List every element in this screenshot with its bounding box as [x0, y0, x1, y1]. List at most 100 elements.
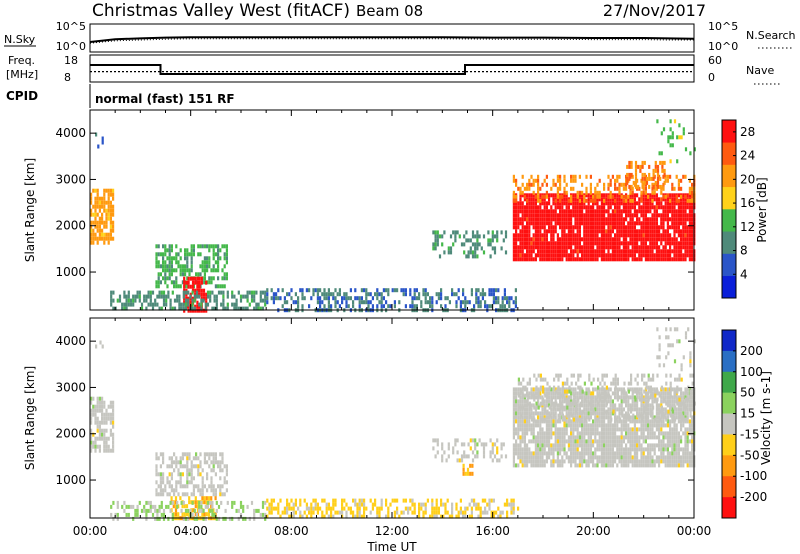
velocity-cell	[204, 516, 207, 521]
power-cell	[578, 198, 581, 203]
power-cell	[121, 302, 124, 307]
power-cell	[225, 260, 228, 265]
power-cell	[636, 241, 639, 246]
power-cell	[669, 225, 672, 230]
power-cell	[255, 302, 258, 307]
power-cell	[658, 201, 661, 206]
power-cell	[638, 237, 641, 242]
velocity-cell	[186, 476, 189, 481]
power-cell	[581, 257, 584, 262]
power-cell	[655, 201, 658, 206]
velocity-cell	[561, 455, 564, 460]
power-cell	[103, 240, 106, 245]
power-cell	[629, 198, 632, 203]
power-cell	[565, 257, 568, 262]
power-cell	[596, 233, 599, 238]
velocity-cell	[484, 510, 487, 515]
velocity-cell	[515, 431, 518, 436]
power-cell	[118, 298, 122, 303]
velocity-cell	[583, 435, 586, 440]
power-cell	[495, 296, 498, 301]
velocity-cell	[675, 459, 678, 464]
velocity-cell	[512, 423, 515, 428]
velocity-cell	[491, 458, 494, 463]
power-cell	[633, 209, 636, 214]
velocity-cell	[576, 423, 579, 428]
velocity-cell	[570, 427, 573, 432]
velocity-cell	[279, 498, 282, 503]
power-cell	[550, 205, 553, 210]
power-cell	[662, 233, 665, 238]
velocity-cell	[201, 512, 204, 517]
power-cell	[556, 178, 559, 183]
power-cell	[675, 245, 678, 250]
velocity-cell	[552, 443, 555, 448]
velocity-cell	[611, 427, 614, 432]
power-cell	[183, 308, 186, 313]
power-cell	[226, 294, 229, 299]
power-cell	[653, 193, 656, 198]
velocity-cell	[198, 508, 201, 513]
power-cell	[246, 298, 249, 303]
velocity-cell	[675, 463, 678, 468]
velocity-cell	[184, 484, 187, 489]
power-cell	[673, 197, 676, 202]
velocity-cell	[629, 451, 632, 456]
velocity-cell	[640, 403, 643, 408]
power-cell	[94, 200, 97, 205]
power-cell	[574, 245, 577, 250]
power-cell	[552, 233, 555, 238]
velocity-cell	[183, 512, 186, 517]
velocity-cell	[671, 463, 674, 468]
power-cell	[223, 256, 226, 261]
velocity-cell	[197, 468, 200, 473]
velocity-cell	[539, 431, 542, 436]
velocity-cell	[176, 500, 179, 505]
power-cell	[537, 209, 540, 214]
power-cell	[534, 194, 537, 199]
power-cell	[192, 252, 195, 257]
velocity-cell	[578, 463, 581, 468]
power-cell	[576, 241, 579, 246]
velocity-cell	[197, 484, 200, 489]
velocity-cell	[684, 439, 687, 444]
power-cell	[688, 233, 691, 238]
power-cell	[643, 176, 646, 181]
velocity-cell	[572, 439, 575, 444]
velocity-cell	[565, 451, 568, 456]
power-cell	[528, 217, 531, 222]
power-cell	[250, 298, 254, 303]
power-cell	[598, 178, 601, 183]
power-cell	[112, 212, 115, 217]
power-cell	[622, 182, 625, 187]
velocity-cell	[177, 512, 180, 517]
power-cell	[208, 260, 211, 265]
power-cell	[338, 288, 341, 293]
power-cell	[669, 245, 672, 250]
power-cell	[523, 205, 526, 210]
velocity-cell	[223, 476, 226, 481]
velocity-cell	[607, 387, 610, 392]
velocity-cell	[195, 512, 199, 517]
power-cell	[521, 249, 524, 254]
power-cell	[440, 296, 443, 301]
power-cell	[184, 298, 188, 303]
power-cell	[614, 186, 617, 191]
power-cell	[532, 233, 535, 238]
velocity-cell	[211, 512, 214, 517]
power-cell	[482, 250, 486, 255]
velocity-cell	[231, 500, 234, 505]
velocity-cell	[484, 506, 487, 511]
velocity-cell	[495, 510, 498, 515]
velocity-cell	[188, 468, 191, 473]
power-cell	[523, 241, 526, 246]
power-cell	[486, 304, 489, 309]
velocity-cell	[644, 427, 647, 432]
power-cell	[688, 221, 691, 226]
power-cell	[565, 182, 568, 187]
power-cell	[600, 233, 603, 238]
power-cell	[682, 237, 685, 242]
velocity-cell	[286, 498, 289, 503]
power-cell	[490, 288, 493, 293]
power-cell	[554, 193, 557, 198]
